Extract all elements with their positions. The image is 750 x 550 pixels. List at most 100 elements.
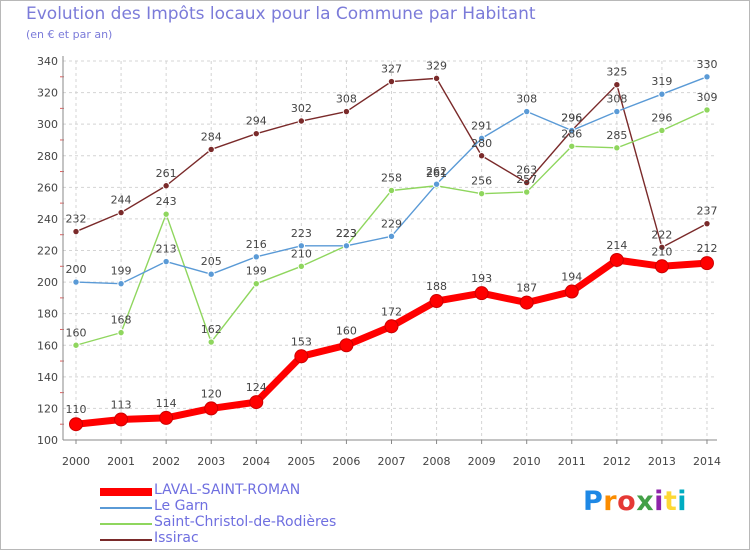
legend-swatch xyxy=(100,539,152,541)
data-point xyxy=(703,219,711,228)
data-point xyxy=(613,107,621,116)
data-label: 308 xyxy=(336,93,357,106)
x-tick-label: 2001 xyxy=(107,455,135,468)
data-point xyxy=(477,134,486,143)
x-tick-label: 2004 xyxy=(242,455,270,468)
data-point xyxy=(117,208,125,217)
x-tick-label: 2005 xyxy=(287,455,315,468)
data-point xyxy=(159,410,174,425)
data-point xyxy=(162,182,170,190)
y-tick-label: 160 xyxy=(37,339,58,352)
data-point xyxy=(658,243,666,252)
data-label: 110 xyxy=(66,403,87,416)
data-label: 256 xyxy=(471,175,492,188)
logo-letter: r xyxy=(603,486,618,517)
data-label: 285 xyxy=(606,129,627,142)
data-point xyxy=(658,90,666,98)
data-labels: 232 244 261 284 294 302 308 327 329 280 263 296 325 2… xyxy=(66,58,718,416)
data-point xyxy=(568,142,576,150)
data-label: 327 xyxy=(381,63,402,76)
data-point xyxy=(384,319,399,334)
data-label: 291 xyxy=(471,119,492,132)
x-tick-label: 2012 xyxy=(603,455,631,468)
data-label: 205 xyxy=(201,255,222,268)
x-tick-label: 2013 xyxy=(648,455,676,468)
x-tick-label: 2014 xyxy=(693,455,721,468)
legend-label: Saint-Christol-de-Rodières xyxy=(154,514,337,530)
data-point xyxy=(72,278,80,286)
data-label: 194 xyxy=(561,271,582,284)
data-point xyxy=(568,126,576,135)
data-point xyxy=(613,80,621,89)
legend-swatch xyxy=(100,488,152,496)
data-label: 188 xyxy=(426,280,447,293)
data-label: 210 xyxy=(651,245,672,258)
data-point xyxy=(523,178,531,187)
data-label: 280 xyxy=(471,137,492,150)
data-point xyxy=(162,210,170,218)
x-tick-label: 2008 xyxy=(423,455,451,468)
y-tick-label: 280 xyxy=(37,150,58,163)
x-tick-label: 2011 xyxy=(558,455,586,468)
data-label: 162 xyxy=(201,323,222,336)
data-label: 319 xyxy=(651,75,672,88)
data-label: 160 xyxy=(66,326,87,339)
data-label: 325 xyxy=(606,66,627,79)
data-point xyxy=(207,338,215,346)
data-label: 308 xyxy=(516,93,537,106)
data-point xyxy=(117,328,125,337)
x-tick-label: 2002 xyxy=(152,455,180,468)
logo-letter: i xyxy=(654,486,664,517)
data-label: 243 xyxy=(156,195,177,208)
data-point xyxy=(654,259,669,274)
x-tick-label: 2010 xyxy=(513,455,541,468)
y-tick-label: 180 xyxy=(37,308,58,321)
data-label: 296 xyxy=(561,111,582,124)
y-tick-label: 240 xyxy=(37,213,58,226)
data-point xyxy=(387,186,396,195)
y-tick-label: 340 xyxy=(37,55,58,68)
chart-subtitle: (en € et par an) xyxy=(26,28,113,41)
data-point xyxy=(114,412,129,427)
data-point xyxy=(703,106,711,114)
data-point xyxy=(523,188,531,196)
data-label: 214 xyxy=(606,239,627,252)
logo-letter: o xyxy=(617,486,637,517)
data-label: 199 xyxy=(111,265,132,278)
logo-letter: t xyxy=(663,486,678,517)
data-point xyxy=(249,395,264,410)
data-point xyxy=(204,401,219,416)
data-point xyxy=(519,295,534,310)
data-point xyxy=(72,227,80,236)
data-point xyxy=(297,262,306,270)
data-point xyxy=(252,129,260,138)
y-tick-label: 260 xyxy=(37,181,58,194)
data-label: 120 xyxy=(201,387,222,400)
data-label: 302 xyxy=(291,102,312,115)
data-point xyxy=(297,117,306,125)
data-label: 216 xyxy=(246,238,267,251)
data-point xyxy=(703,73,711,81)
data-point xyxy=(658,126,666,135)
series-layer xyxy=(69,73,714,432)
data-point xyxy=(387,77,396,86)
data-label: 329 xyxy=(426,59,447,72)
data-point xyxy=(297,242,306,250)
data-point xyxy=(432,74,441,83)
data-label: 262 xyxy=(426,165,447,178)
data-point xyxy=(72,341,80,349)
x-tick-label: 2007 xyxy=(377,455,405,468)
data-point xyxy=(429,294,444,309)
data-point xyxy=(117,279,125,288)
data-point xyxy=(342,242,351,250)
data-point xyxy=(252,279,260,288)
data-label: 200 xyxy=(66,263,87,276)
x-tick-label: 2003 xyxy=(197,455,225,468)
data-label: 187 xyxy=(516,282,537,295)
proxiti-logo: Proxiti xyxy=(583,486,687,517)
data-point xyxy=(162,257,170,266)
logo-letter: x xyxy=(636,486,655,517)
data-point xyxy=(477,189,486,198)
logo-letter: i xyxy=(677,486,688,517)
